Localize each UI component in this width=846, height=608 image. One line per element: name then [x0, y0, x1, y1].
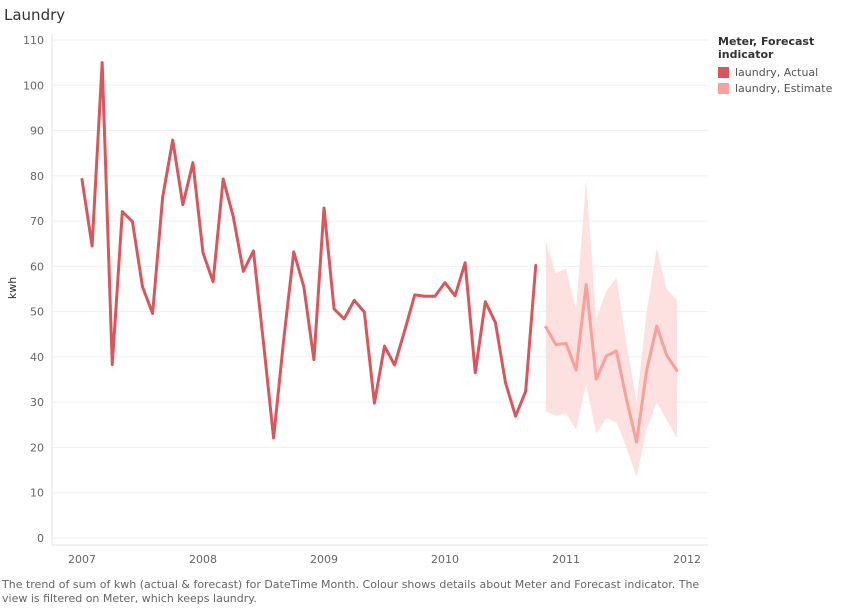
data-point-actual — [131, 220, 134, 223]
y-tick-label: 0 — [37, 532, 44, 545]
legend: Meter, Forecast indicator laundry, Actua… — [718, 35, 846, 98]
data-point-actual — [504, 381, 507, 384]
data-point-actual — [292, 250, 295, 254]
data-point-actual — [433, 295, 437, 298]
data-point-actual — [443, 281, 447, 284]
data-point-actual — [302, 285, 306, 288]
legend-label-actual: laundry, Actual — [735, 66, 819, 79]
data-point-actual — [383, 344, 386, 348]
data-point-actual — [121, 210, 124, 213]
data-point-actual — [423, 295, 427, 298]
data-point-estimate — [544, 325, 548, 329]
y-axis: 0 10 20 30 40 50 60 70 80 90 100 110 — [23, 34, 44, 545]
legend-item-estimate[interactable]: laundry, Estimate — [718, 82, 846, 95]
y-tick-label: 110 — [23, 34, 44, 47]
data-point-estimate — [574, 368, 578, 372]
data-point-estimate — [564, 342, 568, 345]
data-point-actual — [322, 206, 326, 210]
data-point-actual — [151, 312, 154, 315]
data-point-actual — [161, 195, 164, 199]
legend-swatch-actual — [718, 67, 729, 78]
y-tick-label: 30 — [30, 396, 44, 409]
data-point-estimate — [675, 369, 679, 372]
legend-title: Meter, Forecast indicator — [718, 35, 815, 61]
data-point-actual — [373, 401, 376, 405]
data-point-actual — [272, 436, 275, 440]
data-point-actual — [534, 264, 537, 267]
data-point-estimate — [605, 354, 608, 358]
y-tick-label: 20 — [30, 441, 44, 454]
data-point-estimate — [665, 354, 669, 357]
legend-item-actual[interactable]: laundry, Actual — [718, 66, 846, 79]
data-point-actual — [463, 261, 467, 264]
chart-title: Laundry — [4, 6, 66, 24]
legend-swatch-estimate — [718, 83, 729, 94]
y-tick-label: 50 — [30, 306, 44, 319]
data-point-estimate — [635, 440, 638, 444]
data-point-estimate — [615, 349, 618, 353]
y-tick-label: 40 — [30, 351, 44, 364]
y-tick-label: 100 — [23, 79, 44, 92]
data-point-actual — [484, 300, 487, 303]
data-point-actual — [90, 244, 94, 248]
data-point-actual — [171, 138, 174, 142]
y-tick-label: 80 — [30, 170, 44, 183]
data-point-actual — [393, 363, 396, 367]
data-point-actual — [80, 178, 84, 181]
data-point-estimate — [645, 369, 648, 372]
data-point-actual — [342, 317, 346, 321]
data-point-actual — [474, 371, 477, 374]
series-line-estimate — [544, 282, 679, 444]
data-point-estimate — [554, 343, 558, 346]
y-axis-label: kwh — [6, 277, 19, 299]
data-point-actual — [252, 249, 255, 253]
data-point-actual — [453, 294, 457, 297]
data-point-actual — [332, 307, 336, 311]
x-tick-label: 2011 — [552, 553, 580, 566]
series-layer — [80, 61, 679, 477]
x-tick-label: 2009 — [310, 553, 338, 566]
data-point-actual — [221, 177, 225, 181]
y-tick-label: 70 — [30, 215, 44, 228]
x-tick-label: 2007 — [68, 553, 96, 566]
legend-label-estimate: laundry, Estimate — [735, 82, 833, 95]
data-point-actual — [232, 215, 235, 218]
x-tick-label: 2008 — [189, 553, 217, 566]
y-tick-label: 90 — [30, 125, 44, 138]
data-point-actual — [494, 321, 497, 324]
chart-caption: The trend of sum of kwh (actual & foreca… — [2, 578, 700, 605]
x-tick-label: 2010 — [431, 553, 459, 566]
data-point-actual — [141, 285, 144, 288]
data-point-actual — [242, 270, 245, 273]
data-point-actual — [403, 329, 406, 332]
data-point-estimate — [595, 377, 598, 381]
series-line-actual — [80, 61, 538, 440]
x-tick-label: 2012 — [673, 553, 701, 566]
data-point-estimate — [625, 398, 628, 401]
data-point-actual — [282, 338, 285, 342]
data-point-estimate — [584, 283, 588, 286]
data-point-actual — [191, 161, 195, 164]
data-point-actual — [201, 251, 205, 254]
data-point-actual — [181, 203, 185, 206]
data-point-actual — [312, 358, 316, 361]
data-point-actual — [514, 415, 517, 418]
forecast-band — [545, 180, 677, 477]
x-axis: 2007 2008 2009 2010 2011 2012 — [68, 553, 701, 566]
data-point-actual — [353, 299, 356, 302]
data-point-actual — [413, 293, 416, 297]
data-point-actual — [111, 363, 114, 366]
data-point-estimate — [655, 324, 658, 328]
data-point-actual — [211, 280, 215, 283]
data-point-actual — [100, 61, 104, 64]
y-tick-label: 10 — [30, 487, 44, 500]
data-point-actual — [262, 341, 265, 345]
y-tick-label: 60 — [30, 260, 44, 273]
data-point-actual — [524, 390, 527, 393]
data-point-actual — [363, 310, 366, 314]
